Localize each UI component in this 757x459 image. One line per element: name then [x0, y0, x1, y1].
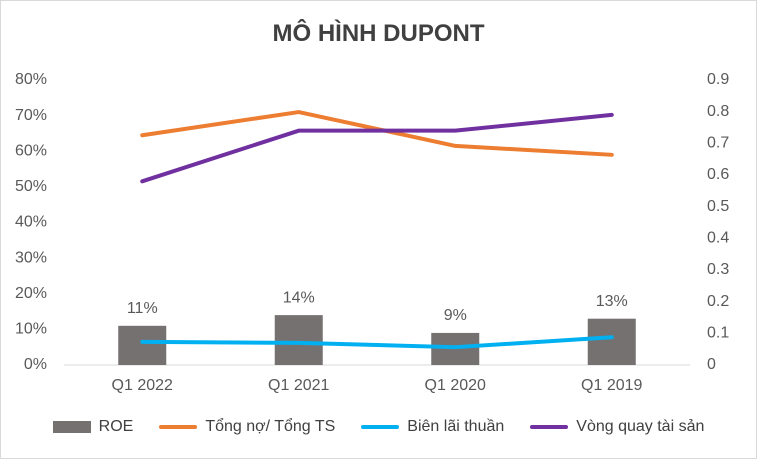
- x-tick-label: Q1 2022: [112, 377, 173, 394]
- bar-roe: [118, 325, 167, 365]
- x-tick-label: Q1 2020: [425, 377, 486, 394]
- x-tick-label: Q1 2021: [268, 377, 329, 394]
- legend-item-asset-turnover: Vòng quay tài sản: [530, 418, 704, 436]
- y-right-tick-label: 0.8: [707, 103, 729, 120]
- y-right-tick-label: 0.3: [707, 261, 729, 278]
- y-right-tick-label: 0.1: [707, 325, 729, 342]
- legend-swatch-net-margin: [361, 425, 400, 429]
- legend-label-debt-ratio: Tổng nợ/ Tổng TS: [205, 418, 336, 435]
- data-label-roe: 9%: [444, 307, 467, 324]
- legend-item-debt-ratio: Tổng nợ/ Tổng TS: [159, 418, 335, 436]
- bar-roe: [587, 318, 636, 365]
- data-label-roe: 14%: [283, 289, 315, 306]
- chart-title: MÔ HÌNH DUPONT: [272, 20, 485, 47]
- data-label-roe: 11%: [127, 300, 158, 317]
- y-right-tick-label: 0.7: [707, 135, 729, 152]
- y-left-tick-label: 40%: [15, 214, 47, 231]
- y-left-tick-label: 10%: [15, 321, 47, 338]
- y-left-tick-label: 50%: [15, 178, 47, 195]
- y-left-tick-label: 60%: [15, 142, 47, 159]
- y-right-tick-label: 0.6: [707, 166, 729, 183]
- series-line-2: [140, 335, 614, 350]
- legend-label-net-margin: Biên lãi thuần: [407, 418, 505, 435]
- y-left-tick-label: 0%: [24, 356, 47, 373]
- y-left-tick-label: 70%: [15, 107, 47, 124]
- y-right-tick-label: 0: [707, 356, 716, 373]
- y-right-tick-label: 0.2: [707, 293, 729, 310]
- y-right-tick-label: 0.4: [707, 230, 729, 247]
- y-right-tick-label: 0.5: [707, 198, 729, 215]
- bar-roe: [274, 315, 323, 365]
- legend-swatch-debt-ratio: [159, 425, 198, 429]
- y-left-tick-label: 20%: [15, 285, 47, 302]
- legend-item-roe: ROE: [52, 418, 134, 436]
- y-right-tick-label: 0.9: [707, 71, 729, 88]
- x-tick-label: Q1 2019: [581, 377, 642, 394]
- legend-label-asset-turnover: Vòng quay tài sản: [576, 418, 705, 435]
- legend-swatch-asset-turnover: [530, 425, 569, 429]
- y-left-tick-label: 80%: [15, 71, 47, 88]
- data-label-roe: 13%: [596, 293, 628, 310]
- legend-swatch-roe: [52, 421, 91, 433]
- legend-label-roe: ROE: [98, 418, 134, 435]
- y-left-tick-label: 30%: [15, 249, 47, 266]
- legend: ROE Tổng nợ/ Tổng TS Biên lãi thuần Vòng…: [0, 416, 757, 438]
- series-line-1: [140, 110, 614, 157]
- series-line-3: [140, 112, 614, 184]
- legend-item-net-margin: Biên lãi thuần: [361, 418, 504, 436]
